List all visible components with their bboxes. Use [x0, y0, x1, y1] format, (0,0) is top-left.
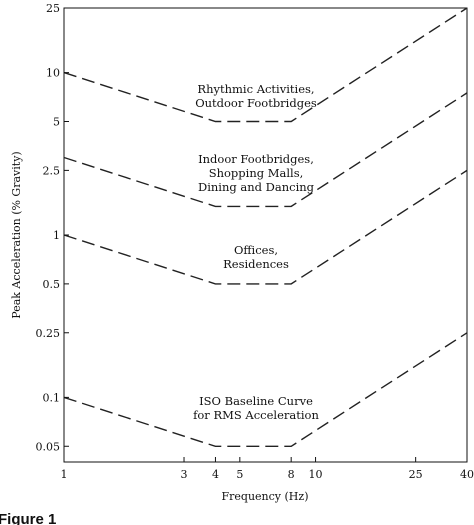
- annotation-line: Rhythmic Activities,: [197, 82, 314, 96]
- x-tick-label: 10: [309, 468, 323, 481]
- x-tick-label: 3: [181, 468, 188, 481]
- y-tick-label: 0.05: [36, 440, 61, 453]
- annotation-line: for RMS Acceleration: [193, 408, 319, 422]
- annotation-label: ISO Baseline Curve for RMS Acceleration: [193, 394, 319, 422]
- x-tick-label: 8: [288, 468, 295, 481]
- annotation-line: Outdoor Footbridges: [195, 96, 317, 110]
- y-tick-label: 25: [46, 2, 60, 15]
- y-axis-label: Peak Acceleration (% Gravity): [10, 151, 23, 318]
- x-axis-label: Frequency (Hz): [222, 490, 309, 503]
- annotations: Rhythmic Activities, Outdoor Footbridges I…: [193, 82, 319, 422]
- y-ticks: 0.05 0.1 0.25 0.5 1 2.5 5 10 25: [36, 2, 69, 453]
- y-tick-label: 0.1: [43, 391, 61, 404]
- y-tick-label: 1: [53, 229, 60, 242]
- annotation-label: Indoor Footbridges, Shopping Malls, Dining…: [198, 152, 315, 194]
- y-tick-label: 10: [46, 67, 60, 80]
- annotation-line: ISO Baseline Curve: [199, 394, 313, 408]
- figure-caption: Figure 1: [0, 511, 56, 525]
- annotation-line: Residences: [223, 257, 289, 271]
- annotation-line: Dining and Dancing: [198, 180, 315, 194]
- x-ticks: 1 3 4 5 8 10 25 40: [61, 457, 474, 481]
- x-tick-label: 5: [236, 468, 243, 481]
- x-tick-label: 25: [409, 468, 423, 481]
- series-layer: [63, 7, 468, 447]
- y-tick-label: 0.5: [43, 278, 61, 291]
- series-line-2: [63, 92, 468, 208]
- y-tick-label: 5: [53, 116, 60, 129]
- x-tick-label: 40: [460, 468, 474, 481]
- annotation-label: Offices, Residences: [223, 243, 289, 271]
- y-tick-label: 0.25: [36, 327, 61, 340]
- y-tick-label: 2.5: [43, 164, 61, 177]
- annotation-line: Shopping Malls,: [209, 166, 304, 180]
- x-tick-label: 4: [212, 468, 219, 481]
- series-line-3: [63, 169, 468, 285]
- x-tick-label: 1: [61, 468, 68, 481]
- annotation-line: Indoor Footbridges,: [198, 152, 314, 166]
- annotation-line: Offices,: [234, 243, 278, 257]
- annotation-label: Rhythmic Activities, Outdoor Footbridges: [195, 82, 317, 110]
- series-line-1: [63, 7, 468, 123]
- series-line-4: [63, 332, 468, 447]
